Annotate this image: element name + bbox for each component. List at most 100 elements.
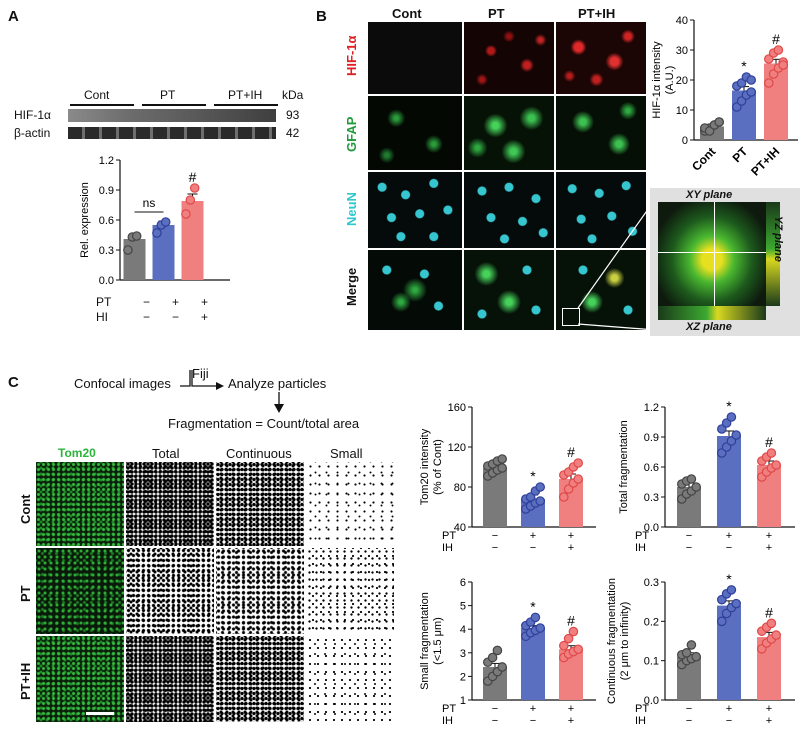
sign-cell: +	[766, 703, 772, 715]
y-axis-label: HIF-1α intensity	[651, 41, 663, 119]
micro-row-ptih: PT+IH	[18, 662, 33, 700]
y-tick-label: 1.2	[644, 402, 659, 414]
data-point	[681, 648, 692, 658]
data-point	[773, 45, 784, 55]
sign-cell: +	[172, 295, 180, 309]
data-point	[559, 640, 569, 651]
panel-label-b: B	[316, 8, 327, 25]
y-tick-label: 1.2	[99, 155, 114, 167]
y-tick-label: 0.9	[644, 432, 659, 444]
y-tick-label: 0.0	[644, 522, 659, 534]
y-tick-label: 0.2	[644, 616, 659, 628]
sign-cell: +	[766, 530, 772, 542]
ortho-xy-image	[658, 202, 766, 306]
data-point	[746, 75, 756, 85]
y-tick-label: 1	[460, 695, 466, 707]
flow-formula: Fragmentation = Count/total area	[168, 416, 360, 431]
sign-cell: −	[686, 542, 692, 554]
micro-col-small: Small	[330, 446, 363, 461]
y-axis-label: Continuous fragmentation	[606, 578, 618, 704]
significance-star: *	[726, 398, 732, 414]
sign-cell: +	[726, 530, 732, 542]
y-axis-label: (2 μm to infinity)	[619, 602, 631, 680]
y-tick-label: 0.0	[644, 695, 659, 707]
bar-pt	[152, 225, 175, 280]
data-point	[152, 228, 162, 238]
data-point	[497, 454, 507, 464]
sign-cell: +	[568, 715, 574, 727]
y-axis-label: (A.U.)	[664, 66, 676, 95]
blot-group-line	[214, 104, 278, 106]
sign-row-label: IH	[635, 715, 646, 727]
blot-kda-hif: 93	[286, 108, 300, 122]
y-axis-label: Tom20 intensity	[419, 428, 431, 505]
sign-row-label: IH	[442, 542, 453, 554]
data-point	[778, 60, 788, 70]
y-tick-label: 0.6	[644, 462, 659, 474]
data-point	[691, 651, 701, 662]
crosshair-v	[714, 202, 715, 306]
ortho-xz-image	[658, 306, 766, 320]
micrograph-gfap-cont	[368, 96, 462, 170]
data-point	[726, 412, 737, 422]
micro-row-hif: HIF-1α	[344, 35, 359, 77]
sign-cell: +	[568, 542, 574, 554]
flow-step-analyze: Analyze particles	[228, 376, 327, 391]
sign-cell: +	[201, 310, 209, 324]
y-tick-label: 4	[460, 624, 466, 636]
significance-star: *	[741, 58, 747, 74]
chart-b-hif-intensity: 0 10 20 30 40 HIF-1α intensity (A.U.) * # Cont PTP…	[651, 15, 798, 179]
blot-band-actin	[68, 127, 276, 139]
sign-cell: −	[530, 715, 536, 727]
sign-row-label: PT	[635, 703, 649, 715]
sign-cell: +	[568, 703, 574, 715]
micrograph-hif-pt	[464, 22, 554, 94]
data-point	[497, 463, 507, 473]
data-point	[535, 482, 545, 492]
data-point	[771, 630, 781, 640]
sign-cell: −	[172, 310, 180, 324]
data-point	[573, 644, 583, 655]
significance-star: *	[530, 598, 536, 614]
micro-row-cont: Cont	[18, 494, 33, 524]
sign-cell: −	[686, 530, 692, 542]
blot-row-label-hif: HIF-1α	[14, 108, 51, 122]
data-point	[766, 618, 777, 629]
micrograph-merge-cont	[368, 250, 462, 330]
blot-group-cont: Cont	[84, 88, 110, 102]
y-tick-label: 0.0	[99, 275, 114, 287]
micro-col-ptih: PT+IH	[578, 6, 616, 21]
data-point	[746, 87, 756, 97]
y-tick-label: 0.3	[644, 492, 659, 504]
sign-cell: −	[492, 715, 498, 727]
data-point	[160, 217, 171, 227]
y-tick-label: 30	[676, 45, 688, 57]
sign-cell: +	[201, 295, 209, 309]
micrograph-merge-ptih	[556, 250, 646, 330]
sign-cell: −	[492, 542, 498, 554]
sign-cell: −	[686, 715, 692, 727]
data-point	[123, 245, 133, 255]
ortho-xz-label: XZ plane	[686, 321, 732, 333]
flow-step-confocal: Confocal images	[74, 376, 171, 391]
y-axis-label: Rel. expression	[79, 182, 91, 258]
chart-c-continuous-fragmentation: 0.0 0.1 0.2 0.3 Continuous fragmentation (2 μ…	[606, 571, 795, 727]
micrograph-total-pt	[126, 548, 214, 634]
data-point	[686, 474, 697, 484]
flow-tool-fiji: Fiji	[192, 366, 209, 381]
micro-row-merge: Merge	[344, 267, 359, 306]
data-point	[189, 183, 200, 193]
y-axis-label: (% of Cont)	[432, 439, 444, 495]
sign-row-label: PT	[635, 530, 649, 542]
flow-arrow-icon	[180, 370, 224, 390]
data-point	[731, 598, 741, 609]
data-point	[691, 482, 701, 492]
ortho-yz-label: YZ plane	[772, 216, 784, 262]
blot-band-hif	[68, 109, 276, 122]
sign-row-label-hi: HI	[96, 310, 108, 324]
chart-a-rel-expression: 0.0 0.3 0.6 0.9 1.2 Rel. expression # ns	[79, 155, 230, 287]
micro-col-pt: PT	[488, 6, 505, 21]
significance-ns: ns	[143, 196, 156, 210]
x-tick-label: PT+IH	[748, 144, 782, 178]
